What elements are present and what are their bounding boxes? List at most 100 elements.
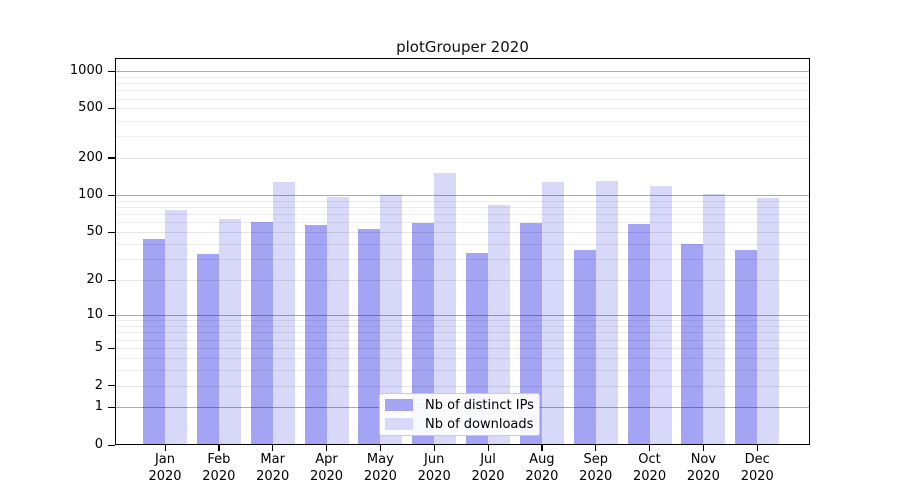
gridline [116,207,809,209]
gridline [116,222,809,224]
bar-distinct-ips [681,243,704,445]
x-tick [218,445,220,451]
gridline [116,320,809,322]
y-tick [108,279,115,281]
y-tick-label: 100 [78,187,103,203]
gridline [116,369,809,371]
bar-distinct-ips [358,229,381,445]
bar-distinct-ips [412,223,435,445]
x-tick-label: Mar 2020 [256,452,290,484]
y-tick-label: 2 [94,377,103,393]
gridline [116,157,809,159]
bar-downloads [488,205,511,445]
x-tick [649,445,651,451]
bar-distinct-ips [143,238,165,445]
legend-label-distinct-ips: Nb of distinct IPs [425,397,534,413]
bar-downloads [541,181,564,445]
gridline [116,136,809,138]
y-tick [108,347,115,349]
x-tick-label: Dec 2020 [740,452,774,484]
y-tick-label: 50 [86,224,103,240]
x-tick-label: Aug 2020 [525,452,559,484]
gridline [116,232,809,234]
x-tick [702,445,705,451]
bar-downloads [272,182,295,445]
gridline [116,332,809,334]
gridline [116,120,809,122]
y-tick [108,157,115,159]
x-tick-label: May 2020 [363,452,397,484]
x-tick [487,445,489,451]
x-tick [433,445,435,451]
x-tick-label: Jan 2020 [148,452,182,484]
legend-swatch-downloads [385,418,413,430]
y-tick [108,107,115,110]
gridline [116,339,809,341]
bar-downloads [326,196,349,445]
bar-downloads [757,197,780,445]
x-tick [379,445,382,451]
gridline [116,243,809,245]
y-tick [108,314,115,316]
x-tick [272,445,274,451]
y-tick-label: 5 [94,340,103,355]
bar-distinct-ips [627,224,650,445]
gridline [116,357,809,359]
gridline [116,280,809,282]
gridline [116,348,809,349]
y-tick [108,444,115,446]
legend-swatch-distinct-ips [385,399,413,411]
y-tick-label: 20 [86,272,103,288]
bar-distinct-ips [573,249,596,445]
gridline [116,108,809,110]
y-tick [108,231,115,233]
y-tick-label: 0 [94,437,103,452]
x-tick [756,445,758,451]
y-tick [108,406,115,409]
bar-downloads [380,195,403,445]
x-tick-label: Sep 2020 [579,452,613,484]
gridline [116,326,809,328]
bar-distinct-ips [196,254,219,445]
bar-distinct-ips [735,249,758,445]
gridline [116,98,809,100]
legend: Nb of distinct IPs Nb of downloads [379,393,540,436]
gridline [116,200,809,202]
x-tick-label: Oct 2020 [633,452,667,484]
bar-downloads [434,173,457,445]
x-tick-label: Nov 2020 [686,452,720,484]
gridline [116,71,809,73]
bar-distinct-ips [519,223,542,445]
bar-distinct-ips [250,222,273,445]
chart-title: plotGrouper 2020 [396,38,529,56]
bar-downloads [649,186,672,445]
bar-downloads [218,219,241,445]
y-tick [108,194,115,196]
bar-downloads [165,209,187,445]
bar-downloads [595,181,618,445]
gridline [116,195,809,197]
gridline [116,76,809,78]
gridline [116,259,809,261]
gridline [116,214,809,216]
y-tick [108,70,115,72]
y-tick-label: 1 [94,399,103,415]
x-tick-label: Jun 2020 [417,452,451,484]
legend-label-downloads: Nb of downloads [425,416,534,432]
x-tick-label: Feb 2020 [202,452,236,484]
x-tick [164,445,166,451]
bar-downloads [703,194,726,445]
y-tick-label: 200 [78,149,103,165]
gridline [116,90,809,92]
y-tick [108,385,115,387]
x-tick [326,445,328,451]
x-tick-label: Apr 2020 [309,452,344,484]
x-tick [595,445,597,451]
bar-distinct-ips [304,225,327,445]
gridline [116,315,809,317]
y-tick-label: 1000 [69,63,103,79]
gridline [116,385,809,387]
x-tick [541,445,543,451]
x-tick-label: Jul 2020 [471,452,505,484]
